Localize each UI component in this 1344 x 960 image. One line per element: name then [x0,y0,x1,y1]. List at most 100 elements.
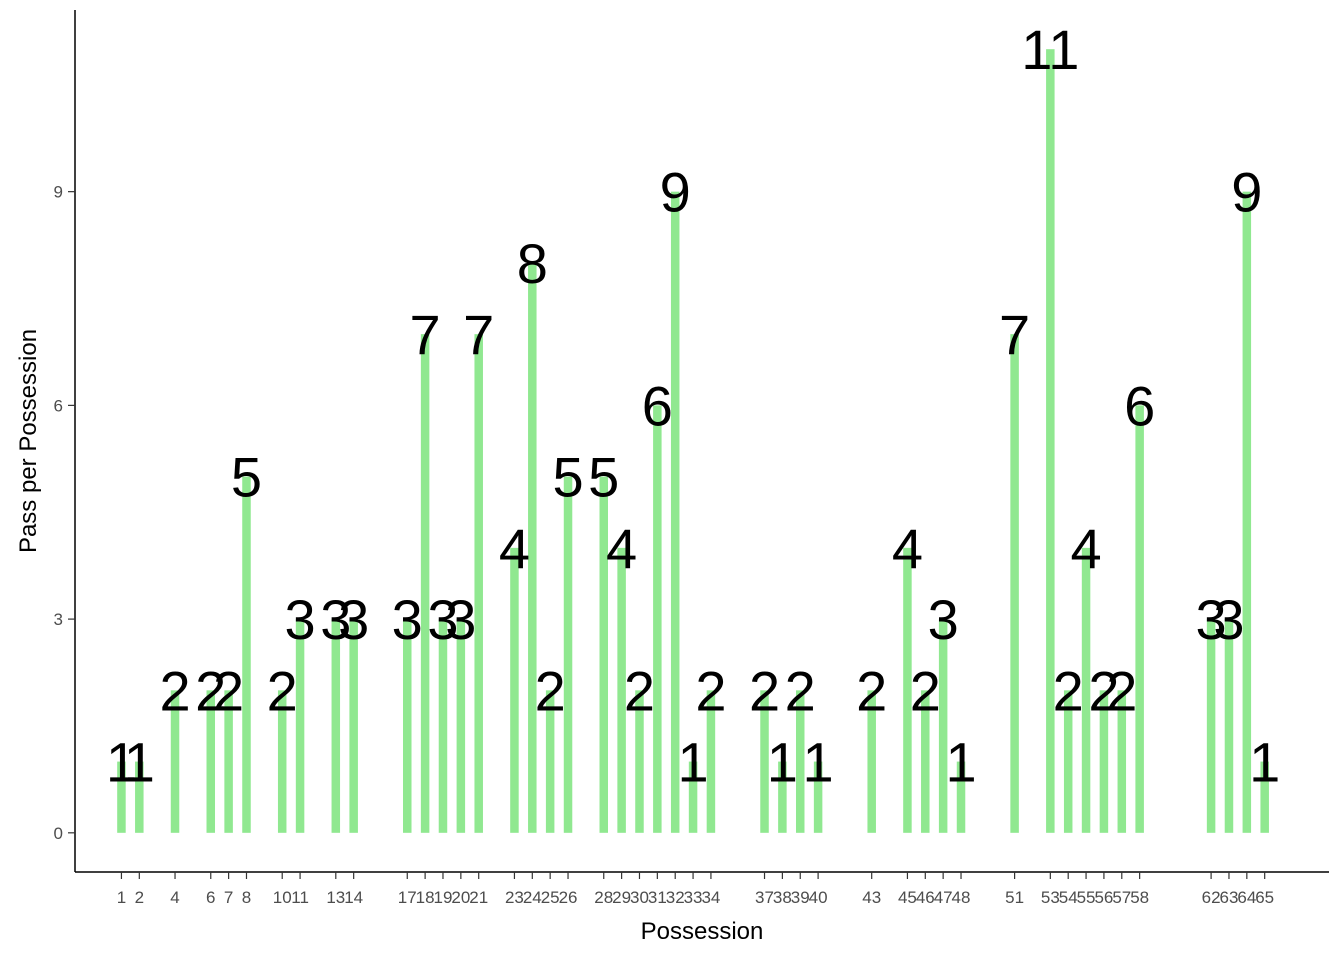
x-tick-label: 26 [559,888,578,907]
bar-33 [688,761,698,833]
bar-20 [456,619,466,833]
bar-45 [903,547,912,833]
data-label-2: 1 [124,731,155,794]
x-tick-label: 37 [755,888,774,907]
x-tick-label: 20 [451,888,470,907]
data-label-31: 6 [642,374,673,437]
x-tick-label: 64 [1237,888,1256,907]
x-tick-label: 8 [242,888,251,907]
x-tick-label: 38 [773,888,792,907]
bar-10 [277,690,287,833]
data-label-32: 9 [660,161,691,224]
bar-1 [117,761,126,833]
bar-11 [295,619,305,833]
x-tick-label: 10 [273,888,292,907]
data-label-51: 7 [999,303,1030,366]
data-label-30: 2 [624,659,655,722]
bar-29 [617,547,626,833]
data-label-20: 3 [445,588,476,651]
data-label-43: 2 [856,659,887,722]
x-tick-label: 43 [862,888,881,907]
x-tick-label: 24 [523,888,542,907]
x-tick-label: 25 [541,888,560,907]
x-tick-label: 54 [1059,888,1078,907]
y-tick-label: 9 [54,183,63,202]
x-tick-label: 47 [934,888,953,907]
bar-32 [670,191,680,833]
bar-28 [599,476,608,833]
bar-8 [242,476,251,833]
bar-30 [635,690,644,833]
x-tick-label: 7 [224,888,233,907]
x-tick-label: 45 [898,888,917,907]
bar-39 [796,690,805,833]
data-label-8: 5 [231,446,262,509]
data-label-55: 4 [1070,517,1101,580]
bar-19 [438,619,448,833]
x-tick-label: 30 [630,888,649,907]
data-label-45: 4 [892,517,923,580]
bar-37 [760,690,769,833]
bar-34 [706,690,716,833]
bar-4 [170,690,180,833]
bar-17 [403,619,412,833]
data-label-65: 1 [1249,731,1280,794]
data-label-64: 9 [1231,161,1262,224]
x-tick-label: 1 [117,888,126,907]
x-tick-label: 57 [1112,888,1131,907]
bar-46 [921,690,930,833]
data-label-13: 3 [320,588,351,651]
bar-62 [1206,619,1216,833]
x-tick-label: 46 [916,888,935,907]
data-label-26: 5 [552,446,583,509]
bar-43 [867,690,876,833]
data-label-53: 11 [1021,18,1079,81]
data-label-40: 1 [803,731,834,794]
data-label-4: 2 [159,659,190,722]
x-tick-label: 33 [684,888,703,907]
data-label-33: 1 [677,731,708,794]
x-tick-label: 40 [809,888,828,907]
data-label-63: 3 [1213,588,1244,651]
bar-56 [1099,690,1109,833]
data-label-57: 2 [1106,659,1137,722]
x-tick-label: 34 [701,888,720,907]
data-label-19: 3 [427,588,458,651]
x-tick-label: 65 [1255,888,1274,907]
x-tick-label: 58 [1130,888,1149,907]
data-label-47: 3 [928,588,959,651]
data-label-56: 2 [1088,659,1119,722]
y-tick-label: 0 [54,824,63,843]
x-tick-label: 31 [648,888,667,907]
data-label-28: 5 [588,446,619,509]
x-tick-label: 23 [505,888,524,907]
bar-24 [528,262,537,833]
data-label-7: 2 [213,659,244,722]
data-label-62: 3 [1196,588,1227,651]
x-tick-label: 53 [1041,888,1060,907]
data-label-6: 2 [195,659,226,722]
data-label-54: 2 [1053,659,1084,722]
axes-layer [74,10,1329,873]
data-label-39: 2 [785,659,816,722]
data-label-29: 4 [606,517,637,580]
data-label-14: 3 [338,588,369,651]
x-tick-label: 28 [594,888,613,907]
x-tick-label: 32 [666,888,685,907]
data-label-38: 1 [767,731,798,794]
data-label-10: 2 [267,659,298,722]
x-tick-label: 13 [326,888,345,907]
bar-65 [1260,761,1269,833]
bar-40 [813,761,823,833]
bar-47 [938,619,948,833]
data-label-25: 2 [535,659,566,722]
x-tick-label: 56 [1094,888,1113,907]
data-label-23: 4 [499,517,530,580]
x-tick-label: 18 [416,888,435,907]
bar-25 [545,690,555,833]
data-label-48: 1 [945,731,976,794]
data-label-1: 1 [106,731,137,794]
